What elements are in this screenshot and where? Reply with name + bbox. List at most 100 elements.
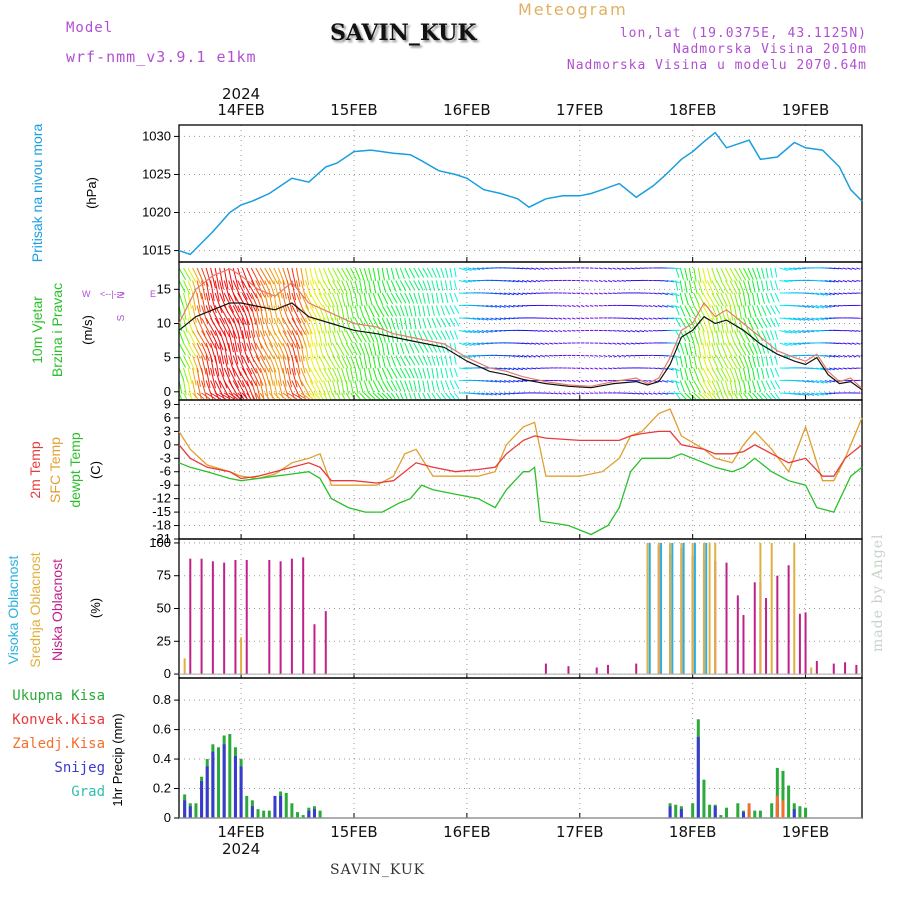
- wind-arrow: [720, 305, 726, 321]
- wind-arrow: [702, 267, 707, 285]
- wind-arrow: [653, 317, 658, 320]
- wind-arrow: [503, 292, 511, 296]
- wind-arrow: [354, 267, 361, 281]
- wind-arrow: [720, 355, 729, 369]
- wind-arrow: [788, 267, 798, 271]
- wind-arrow: [697, 330, 703, 346]
- wind-arrow: [178, 342, 186, 356]
- wind-arrow: [286, 305, 296, 324]
- wind-arrow: [318, 355, 327, 371]
- wind-arrow: [788, 330, 797, 334]
- wind-arrow: [309, 342, 314, 360]
- wind-arrow: [300, 380, 311, 397]
- wind-arrow: [381, 280, 387, 293]
- wind-arrow: [435, 380, 440, 391]
- wind-arrow: [706, 380, 716, 395]
- wind-arrow: [743, 330, 751, 343]
- wind-arrow: [381, 292, 389, 305]
- wind-arrow: [223, 305, 236, 325]
- wind-arrow: [327, 342, 335, 358]
- wind-arrow: [232, 392, 242, 400]
- snow-bar: [222, 744, 226, 818]
- wind-arrow: [426, 392, 432, 400]
- wind-arrow: [702, 292, 712, 308]
- wind-arrow: [268, 330, 279, 347]
- wind-arrow: [327, 392, 332, 400]
- wind-arrow: [449, 305, 455, 315]
- wind-arrow: [255, 367, 264, 386]
- wind-arrow: [449, 367, 453, 378]
- mid-cloud-axis-label: Srednja Oblacnost: [27, 552, 43, 667]
- wind-arrow: [210, 367, 216, 389]
- wind-arrow: [594, 355, 599, 357]
- wind-arrow: [327, 292, 335, 308]
- wind-ytick-label: 5: [164, 350, 171, 365]
- wind-arrow: [404, 355, 411, 366]
- wind-arrow: [300, 317, 310, 335]
- wind-arrow: [824, 305, 832, 308]
- wind-arrow: [621, 342, 626, 345]
- wind-arrow: [472, 317, 481, 321]
- temperature-ytick-label: -3: [159, 450, 171, 465]
- wind-arrow: [526, 342, 532, 345]
- wind-arrow: [449, 380, 455, 390]
- wind-arrow: [508, 367, 515, 371]
- wind-arrow: [679, 292, 684, 305]
- wind-arrow: [304, 367, 314, 384]
- wind-arrow: [553, 317, 558, 320]
- wind-ytick-label: 15: [157, 281, 171, 296]
- wind-arrow: [729, 330, 736, 345]
- wind-arrow: [517, 355, 523, 358]
- wind-arrow: [724, 392, 729, 400]
- pressure-ytick-label: 1020: [142, 205, 171, 220]
- wind-arrow: [264, 392, 270, 400]
- wind-arrow: [851, 355, 857, 358]
- wind-arrow: [449, 330, 455, 340]
- wind-arrow: [426, 267, 433, 278]
- wind-arrow: [444, 355, 448, 366]
- temperature-ytick-label: -15: [152, 504, 171, 519]
- wind-arrow: [187, 330, 196, 346]
- wind-arrow: [675, 367, 679, 379]
- wind-arrow: [820, 380, 828, 384]
- wind-arrow: [399, 380, 406, 392]
- wind-arrow: [314, 380, 323, 396]
- wind-arrow: [607, 355, 613, 358]
- wind-ytick-label: 0: [164, 384, 171, 399]
- wind-arrow: [304, 280, 312, 298]
- wind-arrow: [273, 305, 279, 323]
- wind-arrow: [417, 305, 421, 317]
- wind-arrow: [756, 292, 761, 305]
- wind-arrow: [666, 292, 674, 296]
- wind-arrow: [643, 317, 649, 320]
- wind-arrow: [408, 392, 412, 400]
- wind-arrow: [210, 330, 220, 350]
- wind-arrow: [662, 392, 668, 395]
- wind-arrow: [314, 280, 322, 296]
- wind-arrow: [856, 355, 861, 357]
- wind-arrow: [752, 267, 758, 280]
- precip-axis-label: 1hr Precip (mm): [110, 713, 125, 806]
- wind-arrow: [237, 267, 245, 289]
- wind-arrow: [183, 280, 191, 295]
- wind-arrow: [662, 280, 669, 282]
- total_precip-bar: [262, 810, 266, 818]
- wind-arrow: [359, 280, 363, 294]
- wind-arrow: [187, 380, 192, 397]
- wind-arrow: [377, 267, 381, 281]
- dewpoint-line: [178, 453, 863, 536]
- wind-arrow: [742, 292, 747, 307]
- wind-arrow: [824, 280, 832, 283]
- wind-arrow: [562, 380, 567, 382]
- wind-arrow: [684, 292, 689, 306]
- wind-arrow: [264, 355, 274, 373]
- wind-arrow: [585, 292, 590, 295]
- wind-arrow: [657, 367, 663, 370]
- wind-arrow: [350, 292, 354, 307]
- wind-arrow: [417, 367, 423, 379]
- wind-arrow: [738, 292, 743, 307]
- wind-arrow: [291, 305, 302, 324]
- wind-arrow: [395, 380, 402, 392]
- wind-arrow: [793, 267, 802, 270]
- wind-arrow: [395, 317, 400, 330]
